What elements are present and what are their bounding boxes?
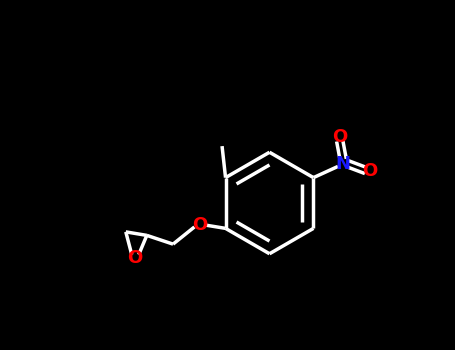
Text: O: O (127, 249, 142, 267)
Text: N: N (336, 155, 351, 173)
Text: O: O (362, 162, 377, 180)
Text: O: O (192, 216, 207, 234)
Text: O: O (332, 128, 347, 146)
